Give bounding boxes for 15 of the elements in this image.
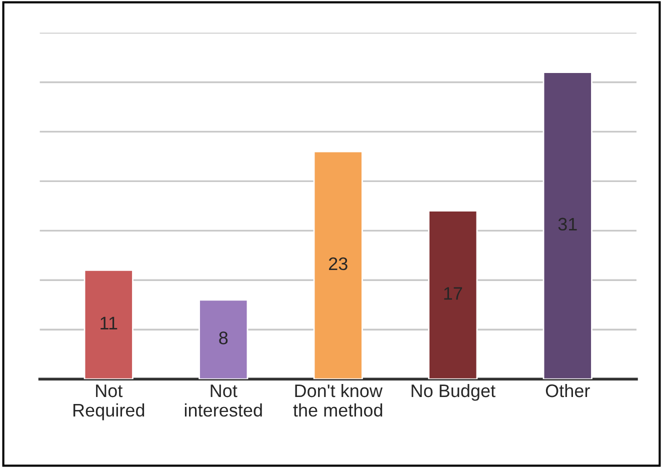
bar — [428, 210, 478, 380]
bar — [84, 270, 134, 380]
bar — [542, 72, 592, 380]
data-label: 23 — [329, 257, 348, 270]
data-label: 11 — [100, 316, 118, 330]
bar — [198, 299, 248, 380]
x-tick-label: No Budget — [412, 384, 496, 401]
data-label: 17 — [444, 287, 462, 300]
data-label: 31 — [558, 218, 577, 231]
x-tick-label: Don't know the method — [293, 384, 383, 417]
x-tick-label: Not interested — [184, 384, 262, 417]
x-tick-label: Not Required — [73, 384, 144, 420]
x-tick-label: Other — [546, 384, 590, 398]
bar — [313, 150, 363, 380]
data-label: 8 — [219, 332, 228, 344]
